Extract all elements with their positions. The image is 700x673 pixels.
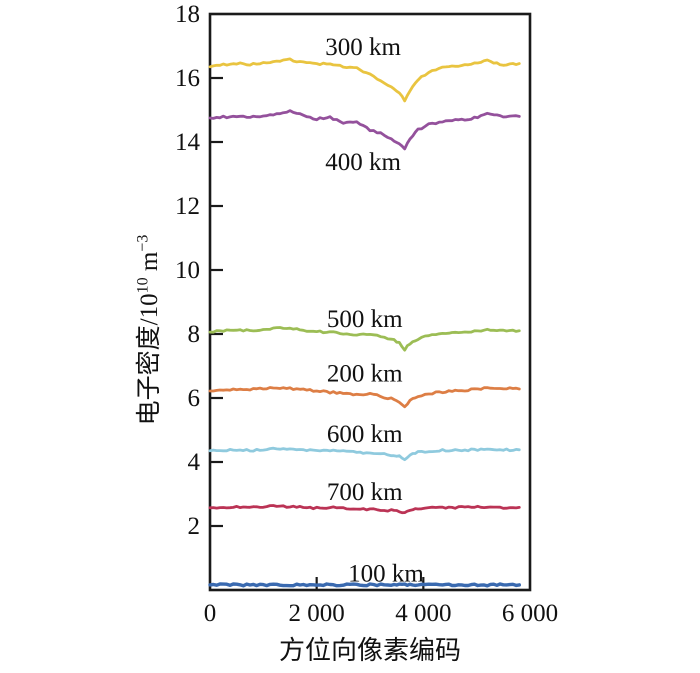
y-tick-label: 6 [188,385,201,412]
series-label-200-km: 200 km [327,360,403,387]
series-line-700-km [208,504,521,515]
x-tick-label: 2 000 [289,600,345,627]
y-tick-label: 12 [175,193,200,220]
series-line-500-km [208,326,521,352]
series-label-500-km: 500 km [327,306,403,333]
y-tick-label: 4 [188,449,201,476]
series-label-300-km: 300 km [325,34,401,61]
y-tick-label: 10 [175,257,200,284]
series-line-200-km [208,386,521,409]
y-tick-label: 16 [175,65,200,92]
plot-frame [208,12,532,592]
y-tick-label: 2 [188,513,201,540]
series-label-100-km: 100 km [348,560,424,587]
series-line-400-km [208,109,521,151]
series-line-600-km [208,446,521,462]
x-tick-label: 6 000 [502,600,558,627]
y-tick-label: 18 [175,1,200,28]
y-tick-label: 14 [175,129,201,156]
y-axis-label: 电子密度/1010 m−3 [130,200,170,460]
series-line-300-km [208,57,521,103]
x-axis-label: 方位向像素编码 [278,636,461,665]
y-tick-label: 8 [188,321,201,348]
y-axis-label-exponent: 10 [134,277,152,294]
series-label-400-km: 400 km [325,149,401,176]
x-tick-label: 0 [204,600,217,627]
series-label-600-km: 600 km [327,421,403,448]
x-tick-label: 4 000 [395,600,451,627]
y-axis-label-unit: m [136,251,163,278]
series-line-100-km [208,582,521,588]
series-label-700-km: 700 km [327,479,403,506]
y-axis-label-base: 电子密度/10 [136,293,163,426]
y-axis-label-unit-exponent: −3 [134,234,152,252]
